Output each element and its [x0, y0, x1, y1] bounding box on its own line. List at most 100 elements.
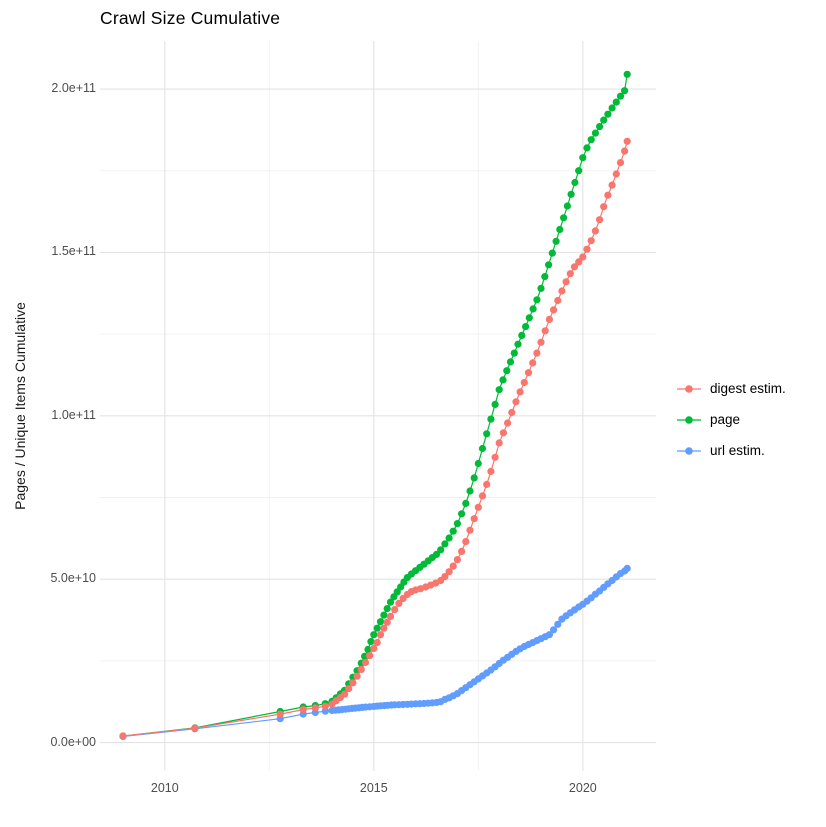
data-point	[466, 487, 474, 495]
legend-item-label: digest estim.	[710, 381, 786, 396]
data-point	[373, 639, 381, 647]
y-tick-label: 5.0e+10	[50, 571, 96, 586]
data-point	[533, 296, 541, 304]
data-point	[499, 429, 507, 437]
data-point	[386, 612, 395, 621]
data-point	[537, 284, 545, 292]
data-point	[621, 87, 629, 95]
data-point	[591, 129, 599, 137]
data-point	[458, 547, 466, 555]
data-point	[366, 652, 374, 660]
x-tick-label: 2010	[150, 781, 179, 795]
data-point	[487, 415, 495, 423]
data-point	[604, 110, 612, 118]
data-point	[466, 526, 474, 534]
data-point	[478, 444, 487, 453]
data-point	[545, 315, 553, 323]
data-point	[432, 550, 441, 558]
legend-item-label: page	[710, 412, 741, 427]
data-point	[341, 690, 349, 698]
data-point	[545, 261, 553, 269]
data-point	[562, 278, 570, 286]
data-point	[579, 154, 587, 162]
data-point	[353, 672, 361, 680]
data-point	[357, 665, 365, 674]
data-point	[563, 202, 571, 210]
data-point	[506, 358, 515, 366]
data-point	[623, 564, 631, 573]
data-point	[345, 685, 353, 693]
legend-item-page: page	[676, 409, 786, 430]
data-point	[458, 510, 466, 518]
legend: digest estim. page url estim.	[676, 378, 786, 471]
data-point	[470, 515, 478, 523]
data-point	[299, 706, 307, 714]
data-point	[386, 598, 395, 606]
legend-key-icon	[677, 384, 701, 393]
data-point	[529, 359, 537, 367]
data-point	[575, 258, 583, 266]
data-point	[474, 459, 482, 468]
data-point	[558, 287, 566, 295]
data-point	[449, 527, 457, 535]
chart-title: Crawl Size Cumulative	[100, 8, 281, 28]
data-point	[380, 611, 388, 619]
data-point	[276, 710, 284, 718]
data-point	[445, 568, 453, 576]
data-point	[367, 638, 375, 646]
y-tick-label: 0.0e+00	[50, 734, 96, 749]
data-point	[560, 214, 568, 222]
data-point	[600, 116, 608, 124]
data-point	[441, 540, 449, 548]
data-point	[566, 270, 574, 278]
data-point	[552, 237, 560, 245]
data-point	[541, 273, 549, 281]
data-point	[487, 467, 495, 475]
data-point	[364, 645, 372, 654]
data-point	[541, 327, 549, 335]
data-point	[376, 618, 385, 626]
data-point	[575, 167, 583, 175]
data-point	[449, 562, 457, 570]
legend-item-digest-estim: digest estim.	[676, 378, 786, 399]
data-point	[370, 644, 378, 653]
data-point	[191, 724, 199, 732]
data-point	[311, 704, 319, 712]
data-point	[512, 398, 520, 406]
legend-item-label: url estim.	[710, 443, 765, 458]
data-point	[516, 388, 524, 396]
data-point	[495, 439, 503, 447]
data-point	[514, 340, 522, 348]
data-point	[587, 237, 595, 245]
data-point	[548, 249, 556, 257]
data-point	[520, 378, 528, 387]
data-point	[383, 605, 391, 613]
data-point	[518, 331, 526, 339]
data-point	[608, 104, 616, 112]
data-point	[604, 191, 612, 199]
data-point	[321, 702, 329, 710]
data-point	[445, 534, 453, 542]
data-point	[616, 159, 625, 167]
data-point	[623, 137, 631, 145]
y-tick-label: 2.0e+11	[51, 81, 96, 96]
data-point	[462, 499, 470, 507]
data-point	[508, 408, 516, 417]
data-point	[503, 367, 511, 375]
plot-area	[100, 41, 656, 771]
data-point	[380, 624, 388, 632]
data-point	[533, 349, 541, 357]
y-tick-label: 1.0e+11	[51, 407, 96, 422]
data-point	[441, 573, 449, 581]
legend-item-url-estim: url estim.	[676, 440, 786, 461]
data-point	[623, 70, 631, 78]
data-point	[370, 631, 378, 639]
data-point	[522, 323, 530, 331]
legend-key-icon	[677, 415, 701, 424]
data-point	[495, 386, 503, 394]
data-point	[612, 98, 620, 106]
data-point	[616, 92, 625, 100]
data-point	[583, 144, 591, 152]
data-point	[349, 679, 357, 687]
